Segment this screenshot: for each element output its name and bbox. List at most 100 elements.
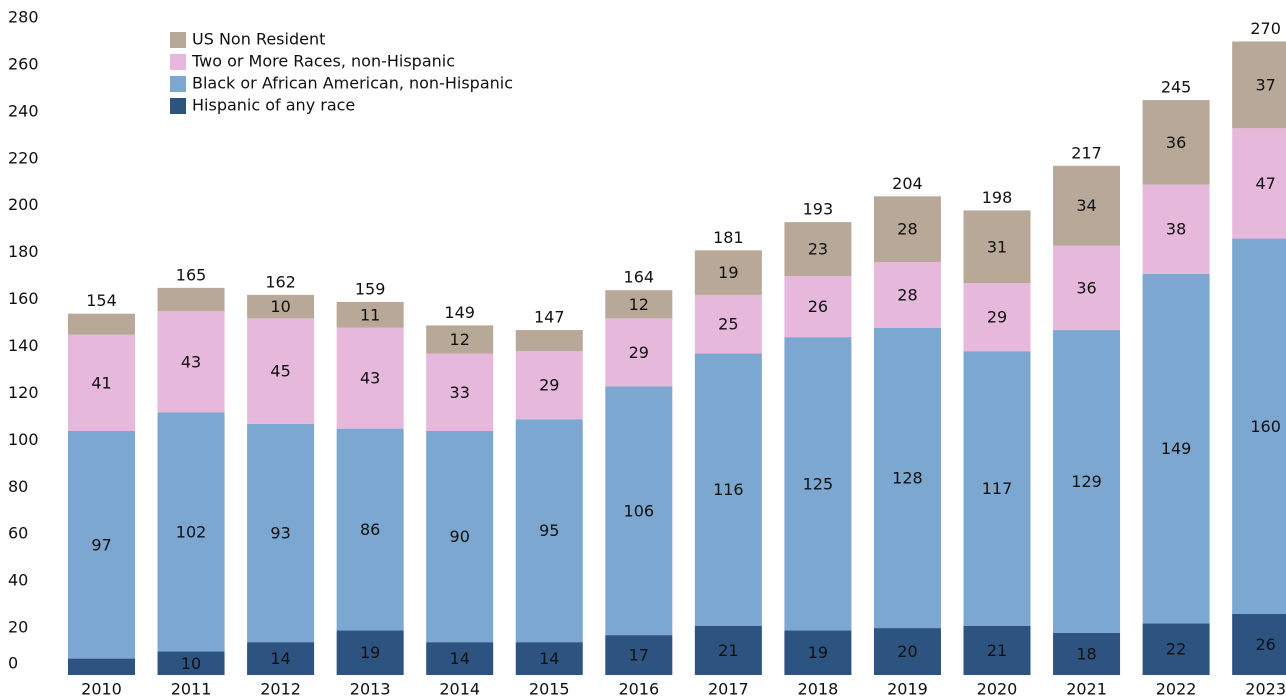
legend-label: Two or More Races, non-Hispanic xyxy=(191,52,455,71)
data-label: 21 xyxy=(718,641,738,660)
bar-segment xyxy=(873,628,941,675)
data-label: 41 xyxy=(91,373,111,392)
x-tick-label: 2017 xyxy=(708,680,749,699)
y-tick-label: 200 xyxy=(8,195,39,214)
data-label: 106 xyxy=(624,501,655,520)
y-tick-label: 280 xyxy=(8,8,39,27)
total-label: 159 xyxy=(355,279,386,298)
data-label: 11 xyxy=(360,305,380,324)
bar-segment xyxy=(157,311,225,413)
x-tick-label: 2015 xyxy=(529,680,570,699)
data-label: 17 xyxy=(629,646,649,665)
bar-segment xyxy=(784,630,852,675)
data-label: 33 xyxy=(450,383,470,402)
bar-segment xyxy=(426,325,494,354)
data-label: 19 xyxy=(718,263,738,282)
bar-segment xyxy=(247,294,315,319)
bar-segment xyxy=(694,625,762,675)
data-label: 95 xyxy=(539,521,559,540)
y-tick-label: 180 xyxy=(8,242,39,261)
bar-segment xyxy=(247,423,315,643)
y-tick-label: 160 xyxy=(8,289,39,308)
data-label: 97 xyxy=(91,535,111,554)
data-label: 23 xyxy=(808,240,828,259)
data-label: 38 xyxy=(1166,220,1186,239)
x-tick-label: 2012 xyxy=(260,680,301,699)
x-tick-label: 2023 xyxy=(1245,680,1286,699)
total-label: 164 xyxy=(624,268,655,287)
legend-label: US Non Resident xyxy=(192,30,325,49)
x-tick-label: 2021 xyxy=(1066,680,1107,699)
data-label: 43 xyxy=(360,369,380,388)
y-tick-label: 120 xyxy=(8,383,39,402)
data-label: 29 xyxy=(539,376,559,395)
bar-segment xyxy=(784,222,852,277)
data-label: 26 xyxy=(1255,635,1275,654)
bar-segment xyxy=(515,419,583,643)
data-label: 28 xyxy=(897,285,917,304)
data-label: 45 xyxy=(270,362,290,381)
bar-segment xyxy=(963,210,1031,284)
bar-segment xyxy=(963,351,1031,626)
x-tick-label: 2014 xyxy=(439,680,480,699)
data-label: 37 xyxy=(1255,75,1275,94)
data-label: 34 xyxy=(1076,196,1096,215)
total-label: 198 xyxy=(982,188,1013,207)
y-tick-label: 20 xyxy=(8,618,28,637)
x-tick-label: 2018 xyxy=(798,680,839,699)
bar-segment xyxy=(157,651,225,675)
bar-segment xyxy=(515,642,583,675)
data-label: 160 xyxy=(1250,417,1281,436)
legend-swatch xyxy=(170,32,186,48)
legend-label: Hispanic of any race xyxy=(192,96,355,115)
data-label: 128 xyxy=(892,468,923,487)
bar-segment xyxy=(515,330,583,352)
bar-segment xyxy=(873,262,941,328)
data-label: 43 xyxy=(181,352,201,371)
x-tick-label: 2010 xyxy=(81,680,122,699)
y-tick-label: 80 xyxy=(8,477,28,496)
bar-segment xyxy=(247,642,315,675)
bar-segment xyxy=(68,313,135,335)
y-tick-label: 40 xyxy=(8,571,28,590)
bar-segment xyxy=(68,334,135,431)
data-label: 117 xyxy=(982,479,1013,498)
data-label: 86 xyxy=(360,520,380,539)
legend-swatch xyxy=(170,54,186,70)
x-tick-label: 2022 xyxy=(1156,680,1197,699)
data-label: 14 xyxy=(450,649,470,668)
data-label: 18 xyxy=(1076,644,1096,663)
bar-segment xyxy=(873,327,941,629)
bar-segment xyxy=(157,412,225,652)
y-tick-label: 140 xyxy=(8,336,39,355)
bar-segment xyxy=(694,294,762,354)
bar-segment xyxy=(426,430,494,643)
data-label: 125 xyxy=(803,474,834,493)
bar-segment xyxy=(1053,632,1121,675)
total-label: 181 xyxy=(713,228,744,247)
data-label: 29 xyxy=(629,343,649,362)
bar-segment xyxy=(963,283,1031,352)
data-label: 14 xyxy=(539,649,559,668)
legend-swatch xyxy=(170,76,186,92)
data-label: 149 xyxy=(1161,439,1192,458)
data-label: 10 xyxy=(270,297,290,316)
total-label: 193 xyxy=(803,200,834,219)
data-label: 25 xyxy=(718,315,738,334)
data-label: 12 xyxy=(629,295,649,314)
bar-segment xyxy=(1232,41,1286,129)
bar-segment xyxy=(963,625,1031,675)
bar-segment xyxy=(605,318,673,387)
total-label: 217 xyxy=(1071,143,1102,162)
bar-segment xyxy=(157,287,225,312)
bar-segment xyxy=(1232,128,1286,239)
data-label: 36 xyxy=(1076,278,1096,297)
bar-segment xyxy=(68,430,135,659)
data-label: 26 xyxy=(808,297,828,316)
bar-segment xyxy=(1232,238,1286,614)
data-label: 90 xyxy=(450,527,470,546)
bar-segment xyxy=(605,386,673,636)
total-label: 165 xyxy=(176,265,207,284)
total-label: 270 xyxy=(1250,19,1281,38)
